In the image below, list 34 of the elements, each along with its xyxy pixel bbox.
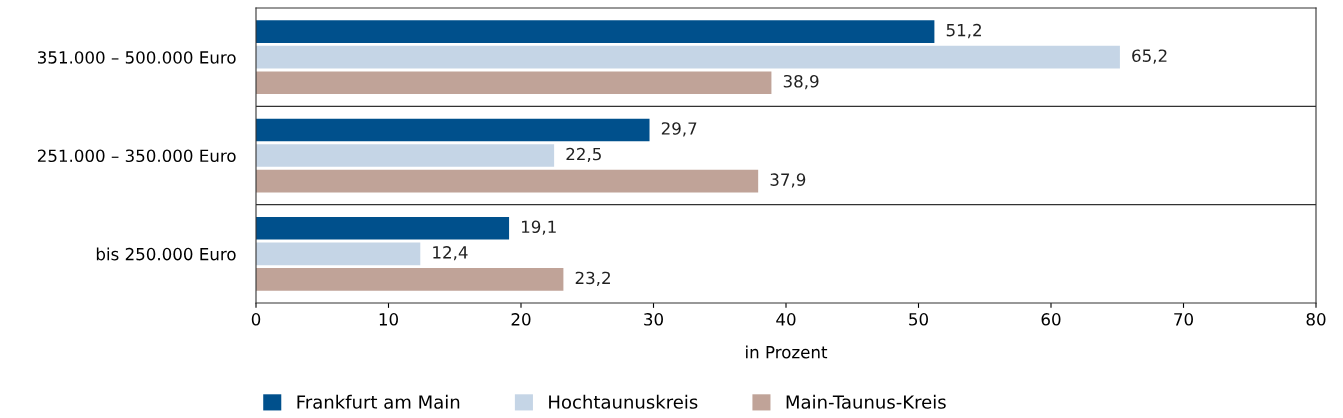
x-axis-title: in Prozent	[746, 345, 828, 359]
data-label: 22,5	[566, 147, 601, 163]
data-label: 23,2	[575, 271, 610, 286]
y-tick-label: 351.000 – 500.000 Euro	[37, 51, 236, 64]
legend-label: Main-Taunus-Kreis	[786, 394, 946, 409]
bar	[256, 20, 935, 43]
x-tick-label: 50	[909, 313, 928, 326]
legend-label: Hochtaunuskreis	[549, 394, 698, 409]
bar	[256, 45, 1120, 69]
x-tick-label: 40	[776, 313, 796, 326]
data-label: 19,1	[522, 220, 556, 235]
data-label: 12,4	[433, 246, 468, 261]
legend-label: Frankfurt am Main	[297, 394, 460, 409]
bar	[256, 242, 421, 266]
data-label: 51,2	[946, 23, 981, 39]
x-tick-label: 80	[1306, 313, 1326, 326]
bar	[256, 268, 564, 291]
data-label: 37,9	[770, 173, 806, 188]
y-tick-label: 251.000 – 350.000 Euro	[37, 149, 236, 163]
x-tick-label: 10	[379, 313, 398, 326]
y-tick-label: bis 250.000 Euro	[96, 247, 236, 261]
x-tick-label: 60	[1041, 313, 1061, 326]
bar	[256, 144, 555, 167]
x-tick-label: 70	[1174, 313, 1193, 326]
bar	[256, 169, 759, 193]
x-tick-label: 0	[251, 313, 261, 326]
bar	[256, 216, 510, 240]
data-label: 38,9	[783, 74, 819, 90]
bar	[256, 118, 650, 142]
data-label: 65,2	[1132, 49, 1167, 64]
x-tick-label: 30	[644, 313, 663, 326]
bar	[256, 71, 772, 95]
x-tick-label: 20	[511, 313, 531, 326]
data-label: 29,7	[661, 122, 697, 137]
